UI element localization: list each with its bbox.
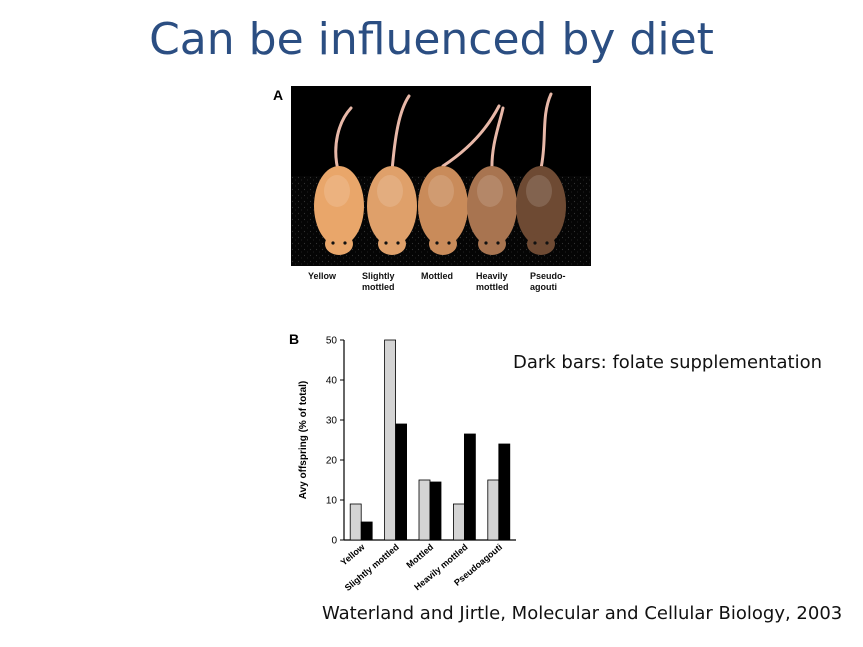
y-tick-label: 20 (326, 456, 338, 467)
mouse-eye (533, 241, 537, 245)
y-tick-label: 40 (326, 376, 338, 387)
citation: Waterland and Jirtle, Molecular and Cell… (322, 603, 843, 624)
bar (384, 339, 396, 541)
mouse-tail (490, 106, 505, 173)
mouse-label-line1: Mottled (421, 271, 453, 281)
mouse-eye (331, 241, 335, 245)
mouse (467, 106, 517, 255)
mouse-eye (435, 241, 439, 245)
mouse-label-line2: mottled (476, 282, 509, 292)
mice-photo (291, 86, 591, 266)
mouse-body (467, 166, 517, 246)
mouse-tail (390, 94, 411, 173)
bar (498, 443, 511, 541)
mouse-highlight (477, 175, 503, 207)
mouse-head (429, 233, 457, 255)
y-tick-label: 0 (331, 536, 337, 547)
mouse-eye (447, 241, 451, 245)
mouse-label-line1: Heavily (476, 271, 508, 281)
x-category-label: Mottled (404, 542, 435, 570)
y-tick-label: 50 (326, 336, 338, 347)
mouse-eye (484, 241, 488, 245)
bar (429, 481, 442, 541)
mouse-body (367, 166, 417, 246)
mouse-eye (545, 241, 549, 245)
mouse (516, 92, 566, 255)
mouse-head (478, 233, 506, 255)
mouse-body (314, 166, 364, 246)
mouse-label-yellow: Yellow (308, 271, 336, 282)
bar (452, 503, 465, 541)
mouse-label-line1: Slightly (362, 271, 395, 281)
mouse-eye (496, 241, 500, 245)
mouse-head (527, 233, 555, 255)
mouse-head (378, 233, 406, 255)
y-axis-label: Avy offspring (% of total) (298, 381, 309, 500)
x-category-label: Yellow (339, 541, 368, 567)
offspring-bar-chart: B Avy offspring (% of total) 0 10 20 30 40 50… (289, 331, 516, 593)
bar (360, 521, 373, 541)
mouse-highlight (377, 175, 403, 207)
bar (487, 479, 500, 541)
mouse (314, 106, 364, 255)
bar (395, 423, 407, 541)
mouse-label-pseudo-agouti: Pseudo- agouti (530, 271, 566, 293)
bar (463, 433, 476, 541)
mouse-tail (441, 104, 501, 168)
mouse-body (516, 166, 566, 246)
y-tick-label: 30 (326, 416, 338, 427)
bar (418, 479, 431, 541)
mouse-label-line2: mottled (362, 282, 395, 292)
mouse (418, 104, 501, 255)
mouse (367, 94, 417, 255)
mouse-highlight (324, 175, 350, 207)
panel-a-label: A (273, 87, 284, 103)
y-tick-label: 10 (326, 496, 338, 507)
mouse-label-mottled: Mottled (421, 271, 453, 282)
mouse-head (325, 233, 353, 255)
mouse-label-slightly-mottled: Slightly mottled (362, 271, 395, 293)
mouse-body (418, 166, 468, 246)
mouse-eye (343, 241, 347, 245)
bar (349, 503, 362, 541)
mouse-tail (334, 106, 353, 176)
mouse-label-line1: Yellow (308, 271, 337, 281)
slide-title: Can be influenced by diet (149, 14, 714, 65)
folate-note: Dark bars: folate supplementation (513, 352, 822, 373)
mouse-eye (384, 241, 388, 245)
mouse-highlight (526, 175, 552, 207)
panel-b-label: B (289, 331, 299, 347)
mouse-label-line2: agouti (530, 282, 557, 292)
mouse-eye (396, 241, 400, 245)
mouse-label-heavily-mottled: Heavily mottled (476, 271, 509, 293)
mouse-tail (539, 92, 553, 170)
mouse-highlight (428, 175, 454, 207)
mouse-label-line1: Pseudo- (530, 271, 566, 281)
